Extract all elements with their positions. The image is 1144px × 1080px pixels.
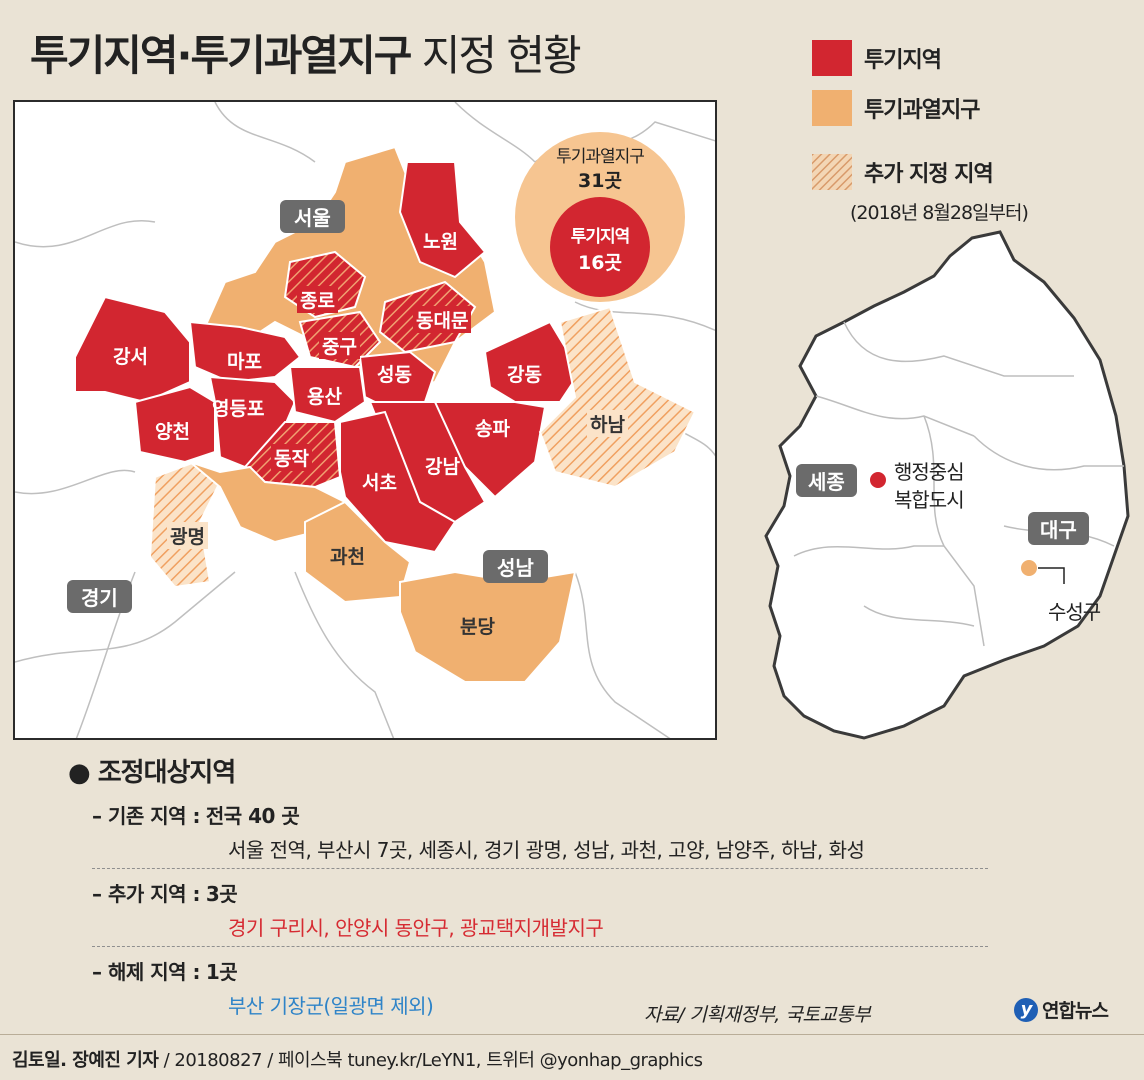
badge-daegu: 대구 [1028, 512, 1089, 545]
label-bundang: 분당 [460, 616, 495, 638]
label-gwangmyeong: 광명 [167, 522, 208, 549]
label-dongjak: 동작 [271, 444, 312, 471]
row-added: – 추가 지역 : 3곳 [92, 878, 238, 907]
label-gwacheon: 과천 [330, 546, 365, 568]
yonhap-logo-icon: y [1014, 997, 1038, 1022]
row-added-detail: 경기 구리시, 안양시 동안구, 광교택지개발지구 [228, 916, 604, 940]
legend-swatch-red [812, 40, 852, 76]
label-mapo: 마포 [227, 351, 262, 373]
row-existing-detail: 서울 전역, 부산시 7곳, 세종시, 경기 광명, 성남, 과천, 고양, 남… [228, 838, 865, 862]
legend-label-added: 추가 지정 지역 [864, 162, 994, 187]
korea-province-lines [793, 321, 1124, 647]
credit-rest: / 20180827 / 페이스북 tuney.kr/LeYN1, 트위터 @y… [158, 1050, 703, 1071]
legend-swatch-orange [812, 90, 852, 126]
sejong-label-line1: 행정중심 [894, 460, 965, 484]
adjustment-title-text: 조정대상지역 [97, 758, 237, 788]
district-gangdong [483, 320, 582, 403]
circle-overheated-value: 31곳 [578, 170, 622, 192]
seoul-area-map: 서울 성남 경기 노원 강서 마포 양천 영등포 용산 성동 강동 송파 강남 … [13, 100, 717, 740]
label-nowon: 노원 [423, 231, 458, 253]
row-removed-label: – 해제 지역 : [92, 960, 201, 984]
sejong-label-line2: 복합도시 [894, 488, 965, 512]
label-gangseo: 강서 [113, 346, 148, 368]
label-yongsan: 용산 [307, 386, 342, 408]
circle-speculative-label: 투기지역 [570, 227, 631, 247]
row-existing-value: 전국 40 곳 [205, 804, 300, 828]
label-jongno: 종로 [297, 286, 338, 313]
korea-outline [764, 230, 1130, 740]
label-seocho: 서초 [362, 472, 397, 494]
title-light: 지정 현황 [421, 31, 582, 80]
district-yongsan [288, 366, 367, 424]
korea-map [764, 230, 1130, 740]
divider-2 [92, 946, 988, 947]
credit-author: 김토일. 장예진 기자 [12, 1050, 159, 1071]
divider-1 [92, 868, 988, 869]
district-nowon [398, 161, 487, 279]
label-yeongdeungpo: 영등포 [212, 398, 265, 420]
daegu-leader-line [1038, 567, 1065, 584]
legend-speculative: 투기지역 [812, 40, 942, 76]
district-mapo [188, 320, 302, 384]
legend-label-speculative: 투기지역 [864, 48, 942, 73]
label-hanam: 하남 [587, 410, 628, 437]
row-removed-value: 1곳 [205, 960, 238, 984]
district-yangcheon [133, 385, 216, 464]
circle-speculative-value: 16곳 [578, 252, 622, 274]
row-existing: – 기존 지역 : 전국 40 곳 [92, 800, 300, 829]
yonhap-logo: y 연합뉴스 [1014, 996, 1109, 1023]
legend-label-overheated: 투기과열지구 [864, 98, 980, 123]
badge-gyeonggi: 경기 [67, 580, 132, 613]
badge-seoul: 서울 [280, 200, 345, 233]
district-seocho [339, 410, 457, 554]
title-bold: 투기지역·투기과열지구 [30, 31, 412, 80]
row-added-value: 3곳 [205, 882, 238, 906]
adjustment-title: ● 조정대상지역 [68, 758, 237, 788]
speculative-count-circle [550, 197, 650, 297]
label-gangdong: 강동 [507, 364, 542, 386]
badge-sejong: 세종 [796, 464, 857, 497]
label-dongdaemun: 동대문 [413, 306, 472, 333]
label-seongdong: 성동 [377, 364, 412, 386]
row-existing-label: – 기존 지역 : [92, 804, 201, 828]
row-added-label: – 추가 지역 : [92, 882, 201, 906]
label-songpa: 송파 [475, 418, 510, 440]
district-hanam [538, 305, 697, 489]
circle-overheated-label: 투기과열지구 [556, 147, 645, 167]
page-title: 투기지역·투기과열지구 지정 현황 [30, 22, 582, 83]
legend-added: 추가 지정 지역 [812, 154, 994, 190]
sejong-marker [868, 470, 888, 490]
badge-seongnam: 성남 [483, 550, 548, 583]
credit-line: 김토일. 장예진 기자 / 20180827 / 페이스북 tuney.kr/L… [12, 1046, 703, 1072]
label-yangcheon: 양천 [155, 421, 190, 443]
district-gangseo [74, 295, 191, 404]
footer-divider [0, 1034, 1144, 1035]
row-removed: – 해제 지역 : 1곳 [92, 956, 238, 985]
suseong-label: 수성구 [1048, 600, 1101, 624]
yonhap-logo-text: 연합뉴스 [1042, 1000, 1109, 1022]
source: 자료/ 기획재정부, 국토교통부 [644, 1004, 871, 1026]
row-removed-detail: 부산 기장군(일광면 제외) [228, 994, 434, 1018]
legend-swatch-hatched [812, 154, 852, 190]
label-junggu: 중구 [319, 332, 360, 359]
legend-added-date: (2018년 8월28일부터) [850, 202, 1029, 224]
label-gangnam: 강남 [425, 456, 460, 478]
district-gwacheon [304, 500, 412, 604]
legend-overheated: 투기과열지구 [812, 90, 980, 126]
daegu-marker [1019, 558, 1039, 578]
